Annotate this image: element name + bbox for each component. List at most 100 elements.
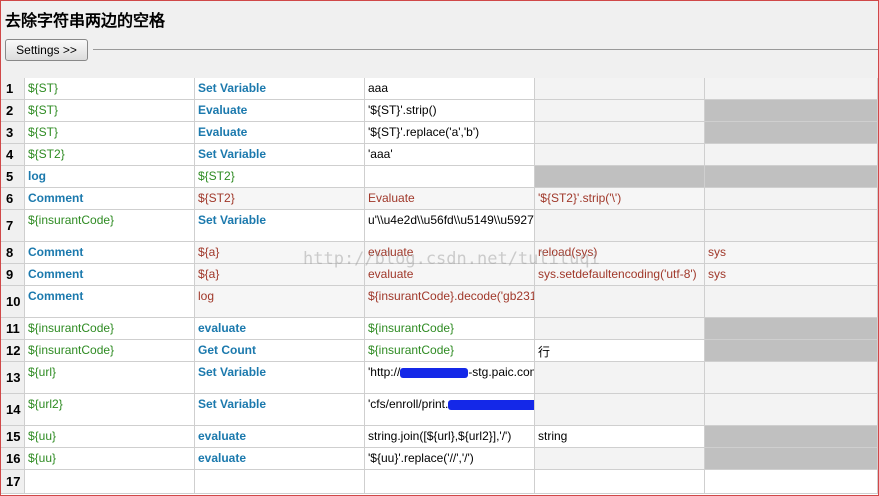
table-cell[interactable]: 'http:// -stg.paic.com.cr bbox=[365, 362, 535, 394]
table-cell[interactable] bbox=[535, 210, 705, 242]
table-cell[interactable]: sys bbox=[705, 242, 878, 264]
table-cell[interactable]: ${a} bbox=[195, 264, 365, 286]
redaction bbox=[448, 399, 534, 410]
table-cell[interactable]: Comment bbox=[25, 286, 195, 318]
table-cell[interactable]: ${insurantCode} bbox=[25, 318, 195, 340]
table-cell[interactable] bbox=[705, 144, 878, 166]
table-cell[interactable] bbox=[365, 470, 535, 494]
cell-text: ${insurantCode} bbox=[28, 343, 115, 357]
table-cell[interactable]: 'cfs/enroll/print. bbox=[365, 394, 535, 426]
table-cell[interactable] bbox=[535, 318, 705, 340]
cell-text: ${url} bbox=[28, 365, 57, 379]
table-cell[interactable] bbox=[705, 100, 878, 122]
table-cell[interactable] bbox=[705, 340, 878, 362]
table-cell[interactable] bbox=[535, 448, 705, 470]
table-cell[interactable]: Set Variable bbox=[195, 394, 365, 426]
table-cell[interactable]: evaluate bbox=[195, 318, 365, 340]
table-cell[interactable] bbox=[535, 100, 705, 122]
table-cell[interactable]: ${ST2} bbox=[25, 144, 195, 166]
table-cell[interactable]: ${uu} bbox=[25, 448, 195, 470]
cell-text: ${insurantCode} bbox=[368, 321, 455, 335]
table-cell[interactable] bbox=[705, 394, 878, 426]
table-cell[interactable] bbox=[535, 286, 705, 318]
cell-text: log bbox=[28, 169, 46, 183]
row-number: 12 bbox=[1, 340, 25, 362]
table-cell[interactable]: 'aaa' bbox=[365, 144, 535, 166]
table-cell[interactable] bbox=[705, 426, 878, 448]
table-cell[interactable] bbox=[535, 394, 705, 426]
table-cell[interactable]: ${insurantCode} bbox=[25, 210, 195, 242]
table-cell[interactable] bbox=[705, 448, 878, 470]
table-cell[interactable] bbox=[705, 210, 878, 242]
table-cell[interactable] bbox=[195, 470, 365, 494]
table-cell[interactable]: sys.setdefaultencoding('utf-8') bbox=[535, 264, 705, 286]
table-cell[interactable] bbox=[705, 188, 878, 210]
cell-text: u'\\u4e2d\\u56fd\\u5149\\u5927\\ bbox=[368, 213, 535, 227]
table-cell[interactable] bbox=[535, 362, 705, 394]
table-cell[interactable]: Evaluate bbox=[195, 100, 365, 122]
table-cell[interactable]: evaluate bbox=[365, 242, 535, 264]
table-cell[interactable] bbox=[365, 166, 535, 188]
table-cell[interactable]: ${a} bbox=[195, 242, 365, 264]
table-cell[interactable]: ${insurantCode} bbox=[25, 340, 195, 362]
table-cell[interactable] bbox=[535, 78, 705, 100]
table-cell[interactable]: '${ST}'.replace('a','b') bbox=[365, 122, 535, 144]
table-cell[interactable]: 行 bbox=[535, 340, 705, 362]
table-cell[interactable]: evaluate bbox=[365, 264, 535, 286]
table-cell[interactable] bbox=[705, 78, 878, 100]
table-cell[interactable] bbox=[535, 144, 705, 166]
table-cell[interactable]: Evaluate bbox=[365, 188, 535, 210]
table-cell[interactable]: log bbox=[195, 286, 365, 318]
table-cell[interactable]: Set Variable bbox=[195, 210, 365, 242]
table-cell[interactable]: ${insurantCode} bbox=[365, 318, 535, 340]
table-cell[interactable]: '${ST2}'.strip('\') bbox=[535, 188, 705, 210]
table-cell[interactable]: ${ST2} bbox=[195, 166, 365, 188]
settings-button[interactable]: Settings >> bbox=[5, 39, 88, 61]
table-cell[interactable] bbox=[535, 470, 705, 494]
table-cell[interactable]: ${ST2} bbox=[195, 188, 365, 210]
table-cell[interactable]: string bbox=[535, 426, 705, 448]
table-cell[interactable]: '${ST}'.strip() bbox=[365, 100, 535, 122]
table-cell[interactable]: ${insurantCode}.decode('gb2312') bbox=[365, 286, 535, 318]
row-number: 13 bbox=[1, 362, 25, 394]
table-cell[interactable]: Set Variable bbox=[195, 144, 365, 166]
table-cell[interactable] bbox=[705, 318, 878, 340]
cell-text: Evaluate bbox=[198, 103, 248, 117]
table-cell[interactable]: string.join([${url},${url2}],'/') bbox=[365, 426, 535, 448]
cell-text: Comment bbox=[28, 245, 84, 259]
table-cell[interactable]: reload(sys) bbox=[535, 242, 705, 264]
table-cell[interactable]: ${url} bbox=[25, 362, 195, 394]
table-cell[interactable] bbox=[705, 362, 878, 394]
table-cell[interactable]: ${ST} bbox=[25, 122, 195, 144]
table-cell[interactable]: Comment bbox=[25, 264, 195, 286]
table-cell[interactable] bbox=[705, 286, 878, 318]
table-cell[interactable]: Evaluate bbox=[195, 122, 365, 144]
table-cell[interactable]: evaluate bbox=[195, 448, 365, 470]
table-cell[interactable] bbox=[25, 470, 195, 494]
table-cell[interactable]: Comment bbox=[25, 242, 195, 264]
table-cell[interactable]: evaluate bbox=[195, 426, 365, 448]
table-cell[interactable]: ${ST} bbox=[25, 78, 195, 100]
table-cell[interactable]: ${uu} bbox=[25, 426, 195, 448]
table-cell[interactable]: Set Variable bbox=[195, 362, 365, 394]
row-number: 14 bbox=[1, 394, 25, 426]
row-number: 5 bbox=[1, 166, 25, 188]
table-cell[interactable] bbox=[705, 470, 878, 494]
table-cell[interactable] bbox=[535, 166, 705, 188]
table-cell[interactable]: ${url2} bbox=[25, 394, 195, 426]
table-cell[interactable]: '${uu}'.replace('//','/') bbox=[365, 448, 535, 470]
cell-text: Set Variable bbox=[198, 81, 267, 95]
table-cell[interactable] bbox=[705, 166, 878, 188]
table-cell[interactable]: log bbox=[25, 166, 195, 188]
table-cell[interactable]: sys bbox=[705, 264, 878, 286]
table-cell[interactable]: Get Count bbox=[195, 340, 365, 362]
table-cell[interactable]: u'\\u4e2d\\u56fd\\u5149\\u5927\\ bbox=[365, 210, 535, 242]
table-cell[interactable]: Set Variable bbox=[195, 78, 365, 100]
test-table: 1 ${ST} Set Variable aaa 2 ${ST} Evaluate '${ST… bbox=[1, 78, 878, 495]
table-cell[interactable]: Comment bbox=[25, 188, 195, 210]
table-cell[interactable]: ${ST} bbox=[25, 100, 195, 122]
table-cell[interactable]: ${insurantCode} bbox=[365, 340, 535, 362]
table-cell[interactable] bbox=[535, 122, 705, 144]
table-cell[interactable]: aaa bbox=[365, 78, 535, 100]
table-cell[interactable] bbox=[705, 122, 878, 144]
